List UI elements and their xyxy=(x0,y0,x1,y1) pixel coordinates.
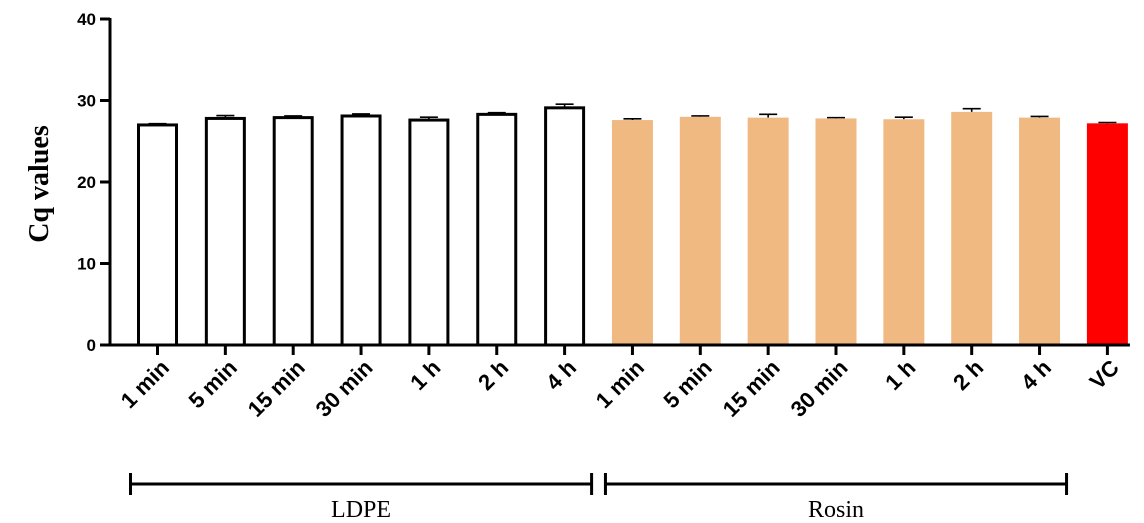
y-axis: 0 10 20 30 40 xyxy=(77,10,112,355)
x-tick-label: 1 min xyxy=(591,355,649,413)
x-tick-label: 2 h xyxy=(948,355,988,395)
bar xyxy=(272,116,314,347)
bar xyxy=(408,118,450,347)
bar xyxy=(137,123,178,347)
x-tick-label: VC xyxy=(1085,355,1124,394)
group-label: LDPE xyxy=(331,497,391,523)
x-tick-label: 30 min xyxy=(786,355,853,422)
x-tick-label: 1 h xyxy=(880,355,920,395)
group-label: Rosin xyxy=(808,497,864,523)
y-tick-label: 30 xyxy=(77,92,96,111)
x-tick-label: 30 min xyxy=(311,355,378,422)
bar xyxy=(340,114,382,347)
x-tick-label: 15 min xyxy=(718,355,785,422)
x-tick-label: 5 min xyxy=(659,355,717,413)
bar xyxy=(476,112,518,347)
x-tick-label: 4 h xyxy=(541,355,581,395)
y-axis-title: Cq values xyxy=(24,125,55,243)
bar xyxy=(679,116,721,345)
y-tick-label: 40 xyxy=(77,10,96,29)
x-tick-label: 5 min xyxy=(184,355,242,413)
bar xyxy=(815,118,857,346)
bars xyxy=(137,103,1128,347)
y-tick-label: 20 xyxy=(77,173,96,192)
bar xyxy=(883,119,925,346)
x-tick-label: 15 min xyxy=(243,355,310,422)
x-tick-label: 4 h xyxy=(1016,355,1056,395)
y-tick-label: 10 xyxy=(77,255,96,274)
x-tick-label: 1 h xyxy=(405,355,445,395)
bar xyxy=(951,111,993,345)
x-tick-label: 2 h xyxy=(473,355,513,395)
y-tick-label: 0 xyxy=(87,336,96,355)
bar xyxy=(1086,123,1128,345)
bar xyxy=(1019,117,1061,346)
bar xyxy=(611,120,653,345)
bar xyxy=(544,106,586,347)
x-tick-label: 1 min xyxy=(116,355,174,413)
bar xyxy=(204,116,246,347)
group-brackets: LDPE Rosin xyxy=(129,473,1069,523)
bar xyxy=(747,117,789,346)
